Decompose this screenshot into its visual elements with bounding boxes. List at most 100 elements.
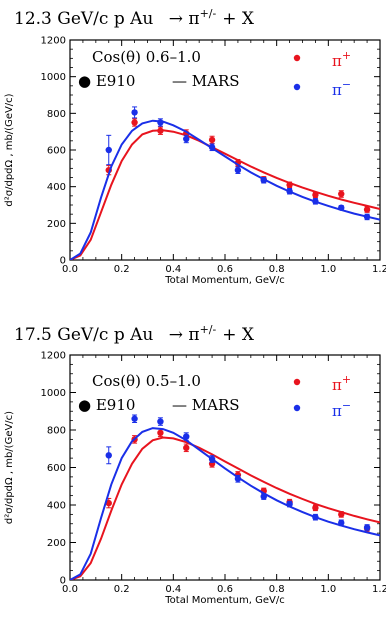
pi-plus-mars-curve — [70, 129, 380, 260]
x-tick-label: 1.0 — [320, 264, 336, 275]
title-tail: + X — [222, 325, 255, 345]
angle-label: Cos(θ) — [92, 372, 146, 390]
pi-minus-data-point — [157, 119, 164, 126]
y-tick-label: 0 — [60, 256, 66, 267]
legend-pi-plus-marker — [293, 54, 301, 62]
pi-minus-mars-curve — [70, 427, 380, 580]
legend-pi-minus-label: π− — [332, 78, 351, 99]
y-tick-label: 200 — [47, 538, 66, 549]
angle-range: 0.5–1.0 — [146, 372, 201, 390]
chart-title: 12.3 GeV/c p Au → π+/- + X — [14, 7, 255, 29]
x-tick-label: 0.4 — [165, 584, 181, 595]
pi-minus-data-point — [286, 188, 293, 195]
x-axis-label: Total Momentum, GeV/c — [164, 595, 284, 606]
pi-minus-data-point — [157, 418, 164, 425]
pi-plus-data-point — [338, 511, 345, 518]
legend-pi-plus-label: π+ — [332, 373, 351, 394]
top-chart-panel: 12.3 GeV/c p Au → π+/- + X020040060080010… — [4, 7, 386, 286]
x-tick-label: 0.8 — [269, 584, 285, 595]
chart-title: 17.5 GeV/c p Au → π+/- + X — [14, 323, 255, 345]
pi-plus-symbol: π — [332, 52, 342, 70]
legend-pi-plus-marker — [293, 378, 301, 386]
y-tick-label: 400 — [47, 501, 66, 512]
pi-plus-data-point — [157, 429, 164, 437]
pi-minus-data-point — [208, 455, 216, 463]
x-tick-label: 1.0 — [320, 584, 336, 595]
pi-plus-symbol: π — [332, 376, 342, 394]
x-tick-label: 0.6 — [217, 264, 233, 275]
title-charge: +/- — [200, 323, 217, 336]
legend-data-label: ● E910 — [78, 72, 135, 90]
pi-plus-data-point — [312, 504, 319, 512]
x-tick-label: 0.2 — [114, 584, 130, 595]
bottom-chart-panel: 17.5 GeV/c p Au → π+/- + X020040060080010… — [4, 323, 386, 606]
pi-minus-data-point — [183, 433, 190, 440]
pi-plus-data-point — [338, 190, 345, 198]
y-tick-label: 1000 — [41, 72, 66, 83]
pi-minus-data-point — [312, 513, 319, 521]
pi-minus-data-point — [234, 166, 242, 174]
pi-minus-data-point — [105, 146, 112, 154]
y-tick-label: 1000 — [41, 388, 66, 399]
y-tick-label: 0 — [60, 576, 66, 587]
title-charge: +/- — [200, 7, 217, 20]
angle-label: Cos(θ) — [92, 48, 146, 66]
y-tick-label: 600 — [47, 463, 66, 474]
x-tick-label: 1.2 — [372, 584, 386, 595]
legend-pi-minus-label: π− — [332, 399, 351, 420]
pi-plus-data-point — [105, 499, 112, 507]
x-tick-label: 1.2 — [372, 264, 386, 275]
pi-plus-data-point — [363, 206, 371, 213]
pi-plus-data-point — [312, 191, 319, 199]
legend-model-label: — MARS — [172, 396, 240, 414]
pi-minus-data-point — [338, 519, 345, 527]
pi-plus-data-point — [131, 119, 138, 126]
pi-minus-data-point — [363, 213, 371, 221]
pi-minus-data-point — [105, 452, 112, 459]
title-arrow: → — [169, 325, 189, 345]
title-tail: + X — [222, 9, 255, 29]
x-tick-label: 0.6 — [217, 584, 233, 595]
pi-minus-mars-curve — [70, 119, 380, 260]
pi-plus-charge: + — [342, 49, 351, 62]
y-tick-label: 1200 — [41, 36, 66, 47]
title-arrow: → — [169, 9, 189, 29]
pi-minus-data-point — [208, 144, 216, 151]
title-pion: π — [188, 9, 199, 29]
pi-plus-data-point — [286, 181, 293, 189]
angle-range-annotation: Cos(θ) 0.6–1.0 — [92, 48, 201, 66]
y-tick-label: 800 — [47, 426, 66, 437]
pi-minus-data-point — [234, 475, 242, 482]
pi-minus-charge: − — [342, 78, 351, 91]
x-tick-label: 0.0 — [62, 584, 78, 595]
title-reaction: 17.5 GeV/c p Au — [14, 325, 159, 345]
pi-minus-data-point — [338, 204, 345, 211]
pi-minus-data-point — [312, 198, 319, 205]
x-axis-label: Total Momentum, GeV/c — [164, 275, 284, 286]
title-pion: π — [188, 325, 199, 345]
legend-data-label: ● E910 — [78, 396, 135, 414]
y-tick-label: 400 — [47, 182, 66, 193]
pi-minus-data-point — [260, 177, 267, 184]
pi-minus-data-point — [286, 500, 293, 508]
y-axis-label: d²σ/dpdΩ , mb/(GeV/c) — [4, 93, 15, 206]
pi-minus-data-point — [363, 524, 371, 531]
angle-range-annotation: Cos(θ) 0.5–1.0 — [92, 372, 201, 390]
y-tick-label: 800 — [47, 109, 66, 120]
pi-minus-data-point — [131, 109, 138, 116]
pi-plus-data-point — [208, 136, 216, 144]
pi-minus-data-point — [183, 135, 190, 143]
pi-plus-data-point — [157, 127, 164, 134]
pi-plus-charge: + — [342, 373, 351, 386]
x-tick-label: 0.0 — [62, 264, 78, 275]
pi-minus-charge: − — [342, 399, 351, 412]
legend-pi-minus-marker — [293, 404, 301, 412]
title-reaction: 12.3 GeV/c p Au — [14, 9, 159, 29]
legend-model-label: — MARS — [172, 72, 240, 90]
y-tick-label: 1200 — [41, 351, 66, 362]
angle-range: 0.6–1.0 — [146, 48, 201, 66]
pi-minus-symbol: π — [332, 402, 342, 420]
legend-pi-minus-marker — [293, 83, 301, 91]
y-axis-label: d²σ/dpdΩ , mb/(GeV/c) — [4, 411, 15, 524]
